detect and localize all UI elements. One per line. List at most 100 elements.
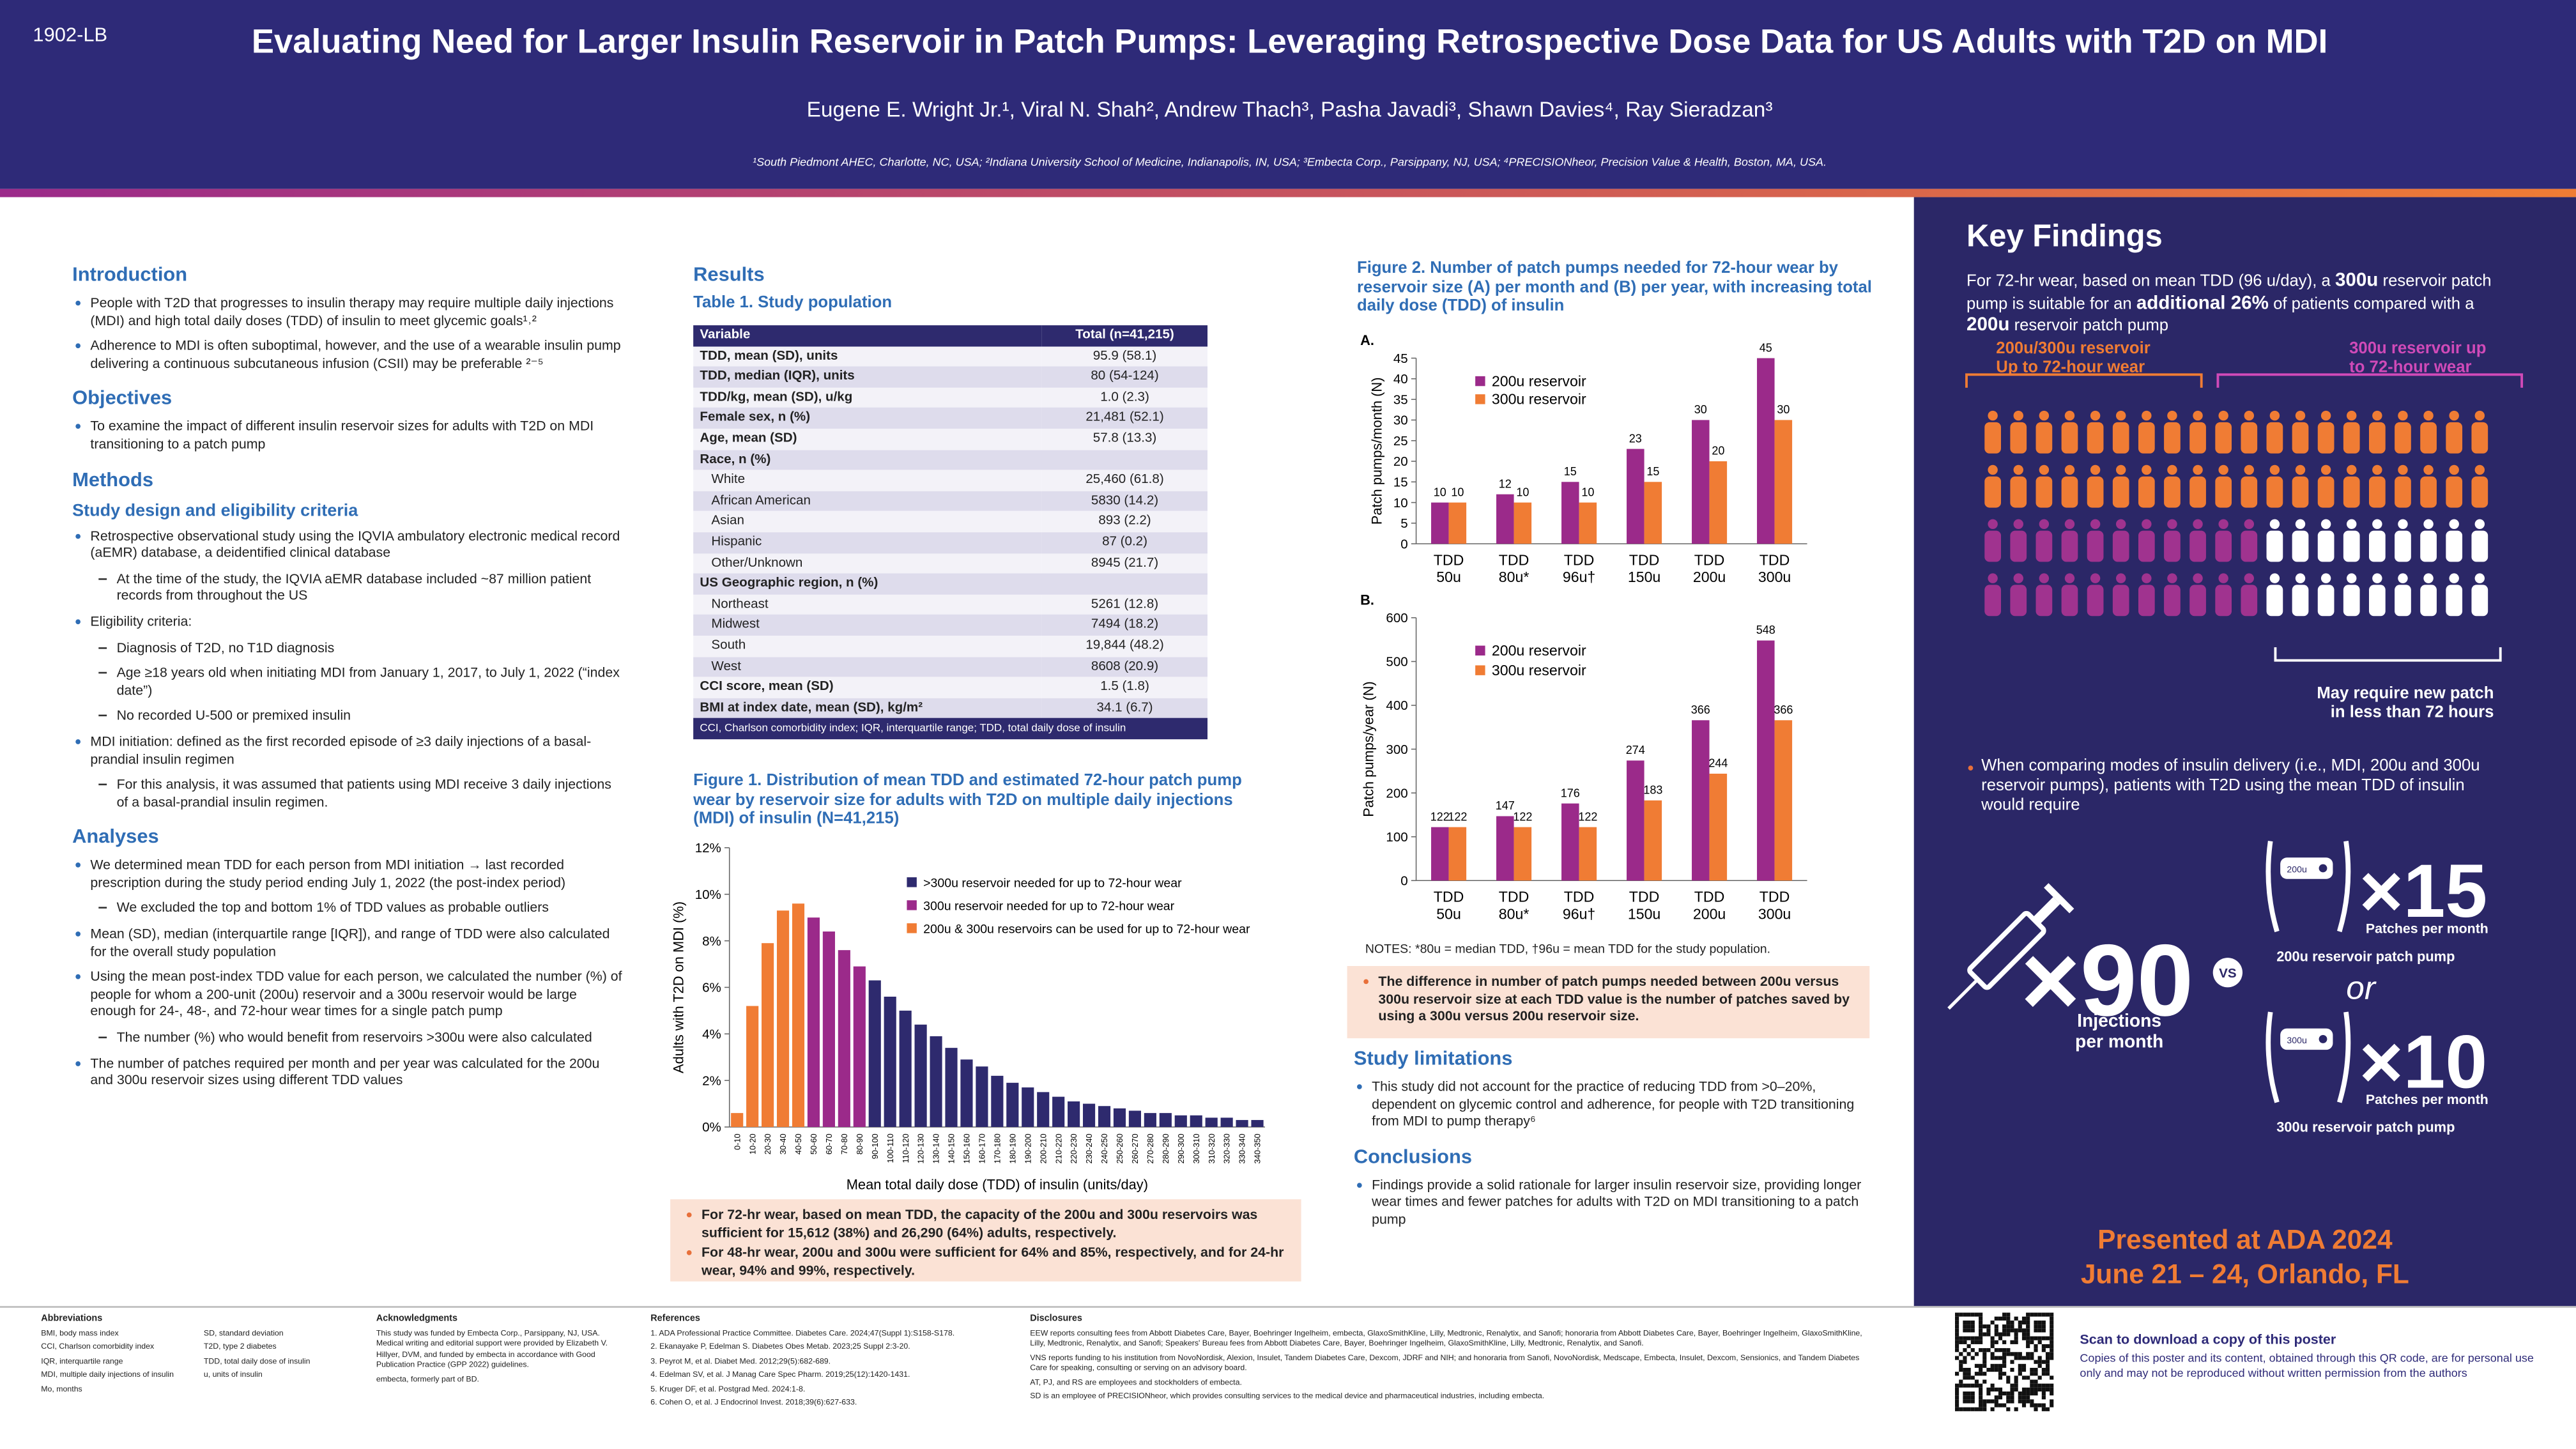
torso-icon bbox=[2266, 841, 2351, 933]
intro-run: For 72-hr wear, based on mean TDD (96 u/… bbox=[1966, 272, 2335, 291]
bar bbox=[792, 903, 805, 1127]
x-tick-label: 140-150 bbox=[947, 1133, 956, 1163]
qr-cell bbox=[2021, 1328, 2027, 1333]
x-tick-label: 170-180 bbox=[992, 1133, 1002, 1163]
bullet-text: Mean (SD), median (interquartile range [… bbox=[90, 924, 610, 959]
qr-cell bbox=[2026, 1392, 2030, 1396]
bar bbox=[1561, 482, 1579, 544]
qr-cell bbox=[1998, 1392, 2003, 1396]
label: May require new patch in less than 72 hou… bbox=[2317, 684, 2494, 721]
qr-cell bbox=[1982, 1372, 1987, 1376]
table-cell: US Geographic region, n (%) bbox=[693, 573, 1208, 595]
bullet-text: To examine the impact of different insul… bbox=[90, 418, 594, 452]
bar bbox=[822, 931, 835, 1127]
bar bbox=[1448, 827, 1467, 881]
qr-cell bbox=[1955, 1336, 1959, 1340]
qr-cell bbox=[2034, 1312, 2038, 1317]
qr-cell bbox=[2034, 1379, 2038, 1384]
qr-cell bbox=[2041, 1320, 2046, 1325]
qr-cell bbox=[1986, 1387, 1991, 1392]
qr-cell bbox=[1959, 1312, 1963, 1317]
bullet-item: For this analysis, it was assumed that p… bbox=[72, 776, 622, 810]
qr-cell bbox=[2034, 1324, 2038, 1329]
qr-cell bbox=[2045, 1356, 2050, 1360]
bar bbox=[1561, 803, 1579, 881]
bar bbox=[1098, 1106, 1111, 1127]
person-icon bbox=[2395, 476, 2411, 508]
qr-cell bbox=[2010, 1392, 2014, 1396]
qr-cell bbox=[2006, 1399, 2011, 1404]
qr-cell bbox=[1998, 1403, 2003, 1407]
bar bbox=[1052, 1096, 1065, 1127]
bullet bbox=[75, 974, 80, 980]
data-label: 12 bbox=[1499, 477, 1512, 490]
bullet-text: At the time of the study, the IQVIA aEMR… bbox=[116, 569, 592, 604]
qr-cell bbox=[2030, 1372, 2034, 1376]
bullet-item: Findings provide a solid rationale for l… bbox=[1354, 1176, 1876, 1229]
person-icon bbox=[2244, 519, 2254, 529]
y-tick-label: 35 bbox=[1393, 392, 1408, 407]
person-icon bbox=[2039, 464, 2050, 475]
bar bbox=[991, 1075, 1004, 1127]
qr-cell bbox=[2034, 1407, 2038, 1411]
person-icon bbox=[2474, 464, 2485, 475]
table-row: Other/Unknown 8945 (21.7) bbox=[693, 553, 1208, 574]
person-icon bbox=[2420, 476, 2437, 508]
bullet-text: Adherence to MDI is often suboptimal, ho… bbox=[90, 337, 621, 371]
qr-cell bbox=[1986, 1399, 1991, 1404]
qr-cell bbox=[1955, 1348, 1959, 1353]
qr-cell bbox=[2010, 1320, 2014, 1325]
qr-cell bbox=[2030, 1336, 2034, 1340]
label: 300u reservoir up to 72-hour wear bbox=[2349, 339, 2486, 376]
person-icon bbox=[2142, 464, 2152, 475]
y-axis-label: Adults with T2D on MDI (%) bbox=[671, 901, 687, 1073]
qr-cell bbox=[2050, 1376, 2054, 1380]
table-cell: 21,481 (52.1) bbox=[1042, 408, 1208, 429]
qr-cell bbox=[1959, 1379, 1963, 1384]
person-icon bbox=[2112, 476, 2129, 508]
person-icon bbox=[2142, 573, 2152, 583]
bullet-item: The number of patches required per month… bbox=[72, 1054, 622, 1089]
qr-cell bbox=[2006, 1348, 2011, 1353]
bar bbox=[1190, 1115, 1202, 1127]
qr-cell bbox=[1966, 1383, 1971, 1388]
bullet-item: Adherence to MDI is often suboptimal, ho… bbox=[72, 337, 622, 372]
data-label: 10 bbox=[1516, 486, 1529, 498]
person-icon bbox=[2061, 476, 2078, 508]
bullet-item: Age ≥18 years old when initiating MDI fr… bbox=[72, 664, 622, 698]
qr-cell bbox=[1979, 1316, 1983, 1321]
x-tick-label: 110-120 bbox=[901, 1133, 910, 1163]
right-column: Study limitations This study did not acco… bbox=[1354, 1032, 1876, 1236]
qr-cell bbox=[2041, 1367, 2046, 1372]
section-heading: Conclusions bbox=[1353, 1144, 1473, 1168]
person-icon bbox=[2423, 464, 2434, 475]
bar bbox=[1113, 1108, 1126, 1127]
qr-cell bbox=[1998, 1367, 2003, 1372]
qr-cell bbox=[2030, 1403, 2034, 1407]
qr-cell bbox=[1986, 1324, 1991, 1329]
qr-cell bbox=[1955, 1395, 1959, 1400]
qr-cell bbox=[2050, 1328, 2054, 1333]
comparison-text: When comparing modes of insulin delivery… bbox=[1981, 757, 2480, 815]
qr-cell bbox=[2010, 1399, 2014, 1404]
bar bbox=[1144, 1113, 1156, 1127]
person-icon bbox=[2218, 410, 2228, 421]
footer-items: EEW reports consulting fees from Abbott … bbox=[1030, 1331, 1876, 1404]
x-tick-label: TDD 150u bbox=[1628, 552, 1660, 586]
qr-cell bbox=[2037, 1324, 2042, 1329]
qr-cell bbox=[1979, 1367, 1983, 1372]
x-tick-label: TDD 150u bbox=[1628, 889, 1660, 923]
qr-cell bbox=[2045, 1360, 2050, 1364]
qr-cell bbox=[2021, 1376, 2027, 1380]
footer-block: Disclosures EEW reports consulting fees f… bbox=[1030, 1314, 1876, 1407]
person-icon bbox=[1988, 464, 1998, 475]
data-label: 20 bbox=[1712, 445, 1724, 457]
bar bbox=[762, 943, 774, 1127]
qr-cell bbox=[1963, 1392, 1967, 1396]
person-icon bbox=[2471, 422, 2488, 454]
person-icon bbox=[2372, 573, 2382, 583]
bar bbox=[1220, 1117, 1233, 1127]
bar bbox=[1448, 502, 1467, 544]
person-icon bbox=[2295, 573, 2306, 583]
qr-cell bbox=[2002, 1356, 2007, 1360]
